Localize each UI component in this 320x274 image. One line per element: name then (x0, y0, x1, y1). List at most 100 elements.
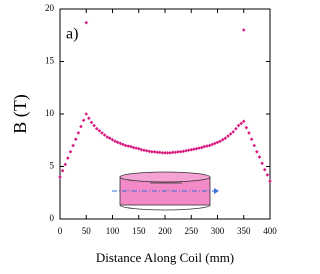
point (207, 143, 212, 148)
point (134, 146, 138, 150)
point (97, 129, 102, 133)
point (247, 131, 251, 135)
point (194, 146, 199, 151)
x-tick-label: 150 (132, 226, 146, 236)
point (108, 136, 112, 140)
point (176, 150, 180, 154)
coil-icon (112, 171, 219, 211)
point (173, 150, 178, 155)
point (105, 135, 110, 139)
point (129, 144, 133, 149)
x-axis-label: Distance Along Coil (mm) (96, 250, 234, 265)
point (68, 150, 73, 154)
point (234, 126, 238, 131)
point (213, 141, 217, 146)
point (115, 140, 120, 145)
point (199, 145, 204, 150)
y-tick-label: 15 (45, 56, 55, 66)
point (239, 121, 243, 126)
point (171, 150, 175, 155)
y-tick-label: 10 (45, 108, 55, 118)
point (87, 116, 91, 120)
point (205, 144, 209, 148)
point (215, 140, 220, 145)
point (89, 120, 94, 125)
y-tick-label: 20 (45, 3, 55, 13)
point (123, 143, 128, 148)
point (223, 136, 228, 140)
x-tick-label: 0 (58, 226, 63, 236)
coil-arrow (214, 188, 219, 194)
point (142, 148, 146, 153)
point (197, 146, 201, 150)
point (63, 162, 68, 167)
y-tick-label: 0 (50, 213, 55, 223)
point (113, 139, 117, 144)
point (157, 150, 162, 155)
point (92, 123, 96, 128)
coil-top (119, 171, 211, 183)
point (257, 155, 262, 159)
point (126, 144, 131, 148)
point (102, 133, 107, 137)
coil-bottom (119, 204, 211, 211)
point (73, 137, 78, 141)
point (226, 134, 230, 138)
y-axis-label: B (T) (10, 94, 31, 134)
point (79, 124, 83, 129)
point (192, 147, 196, 151)
x-tick-label: 50 (82, 226, 92, 236)
point (155, 150, 159, 155)
point (260, 161, 264, 166)
point (241, 119, 246, 124)
point (181, 149, 186, 154)
chart: a) Distance Along Coil (mm) B (T) 0 50 100… (10, 3, 277, 265)
point (228, 132, 233, 136)
point (84, 20, 89, 25)
point (131, 145, 136, 150)
point (218, 139, 222, 144)
point (255, 150, 259, 154)
point (100, 131, 104, 135)
point (220, 137, 225, 142)
point (244, 125, 249, 130)
point (94, 126, 99, 131)
point (249, 137, 254, 141)
point (202, 144, 207, 149)
point (60, 168, 65, 173)
point (210, 142, 215, 147)
point (186, 148, 191, 153)
point (165, 151, 170, 155)
point (231, 130, 236, 134)
point (144, 148, 149, 153)
point (236, 123, 241, 128)
point (252, 143, 257, 148)
point (121, 142, 125, 147)
x-tick-label: 200 (158, 226, 172, 236)
point (118, 141, 123, 146)
point (71, 143, 75, 148)
point (184, 148, 188, 153)
x-tick-label: 300 (211, 226, 225, 236)
point (163, 151, 167, 155)
point (139, 147, 144, 152)
x-tick-label: 250 (185, 226, 199, 236)
point (262, 167, 267, 172)
x-tick-label: 400 (263, 226, 277, 236)
point (66, 156, 70, 160)
point (76, 131, 81, 135)
point (58, 175, 62, 179)
point (168, 151, 173, 155)
point (84, 112, 89, 116)
point (147, 149, 152, 154)
point (81, 118, 86, 123)
annotation: a) (66, 26, 78, 43)
point (265, 173, 270, 177)
point (160, 151, 165, 155)
point (110, 137, 115, 142)
point (150, 150, 154, 154)
point (136, 146, 141, 151)
point (178, 150, 183, 154)
y-tick-label: 5 (50, 161, 55, 171)
point (268, 179, 272, 183)
